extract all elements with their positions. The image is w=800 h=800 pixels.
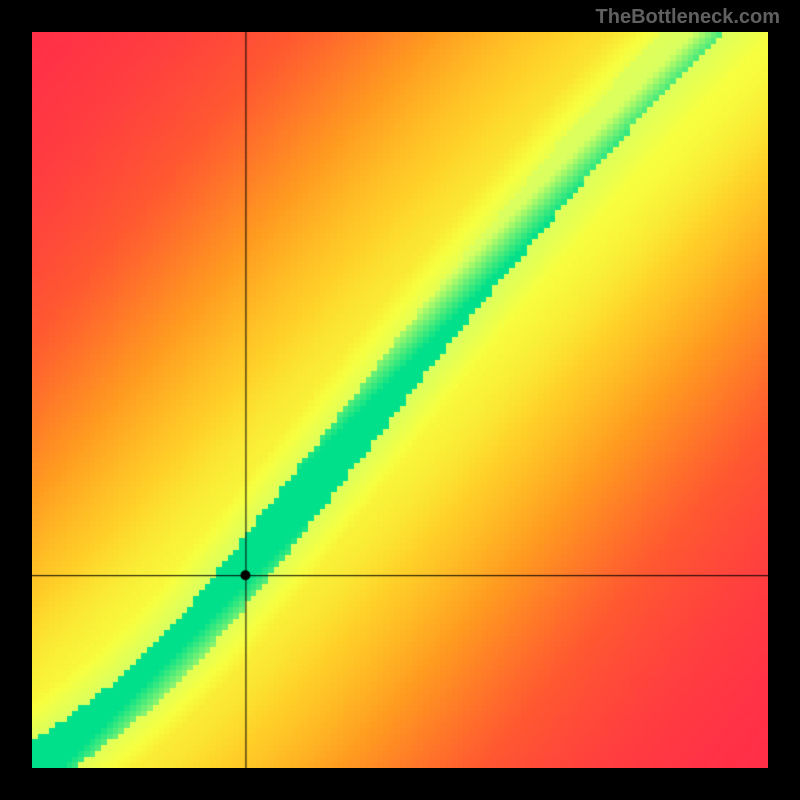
heatmap-canvas [32, 32, 768, 768]
attribution-text: TheBottleneck.com [596, 6, 780, 29]
heatmap-plot [32, 32, 768, 768]
chart-container: TheBottleneck.com [0, 0, 800, 800]
